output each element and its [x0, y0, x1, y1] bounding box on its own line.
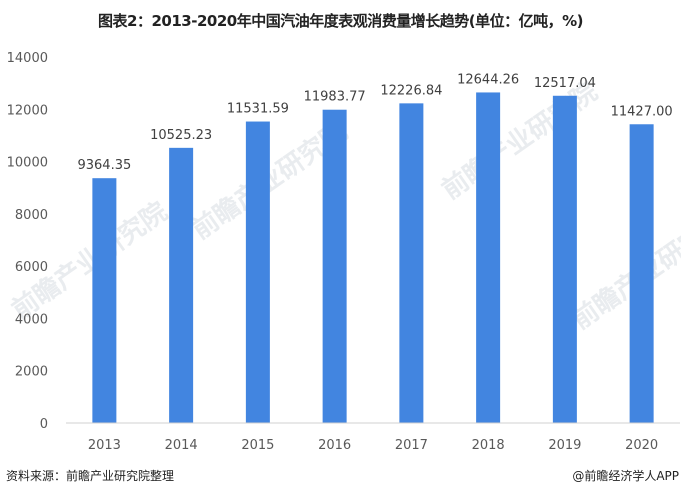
- data-label: 11427.00: [611, 104, 673, 119]
- data-label: 10525.23: [150, 128, 212, 143]
- y-tick-label: 12000: [7, 103, 48, 118]
- bar-2018: [476, 92, 501, 423]
- data-label: 11983.77: [304, 90, 366, 105]
- x-tick-label: 2015: [241, 438, 274, 453]
- x-tick-label: 2020: [625, 438, 658, 453]
- watermark: 前瞻产业研究院: [436, 76, 603, 206]
- x-tick-label: 2016: [318, 438, 351, 453]
- y-tick-label: 10000: [7, 156, 48, 171]
- bar-2017: [399, 103, 424, 423]
- bar-2013: [92, 178, 117, 423]
- y-tick-label: 8000: [15, 208, 48, 223]
- x-tick-label: 2017: [395, 438, 428, 453]
- y-tick-label: 2000: [15, 365, 48, 380]
- bar-2014: [169, 147, 194, 424]
- data-label: 12517.04: [534, 76, 596, 91]
- bar-2019: [552, 95, 577, 424]
- data-label: 12226.84: [380, 83, 442, 98]
- bar-2020: [629, 124, 654, 424]
- data-label: 11531.59: [227, 102, 289, 117]
- bar-2015: [245, 121, 270, 424]
- x-tick-label: 2014: [165, 438, 198, 453]
- y-tick-label: 6000: [15, 260, 48, 275]
- data-label: 9364.35: [77, 158, 131, 173]
- y-tick-label: 14000: [7, 51, 48, 66]
- x-tick-label: 2019: [548, 438, 581, 453]
- source-note: 资料来源：前瞻产业研究院整理: [6, 469, 175, 483]
- watermark: 前瞻产业研究院: [566, 206, 681, 336]
- data-label: 12644.26: [457, 72, 519, 87]
- x-tick-label: 2018: [472, 438, 505, 453]
- bar-2016: [322, 109, 347, 423]
- credit-note: @前瞻经济学人APP: [572, 469, 679, 483]
- y-tick-label: 4000: [15, 312, 48, 327]
- y-tick-label: 0: [40, 417, 48, 432]
- chart-title: 图表2：2013-2020年中国汽油年度表观消费量增长趋势(单位：亿吨，%): [98, 12, 583, 30]
- x-tick-label: 2013: [88, 438, 121, 453]
